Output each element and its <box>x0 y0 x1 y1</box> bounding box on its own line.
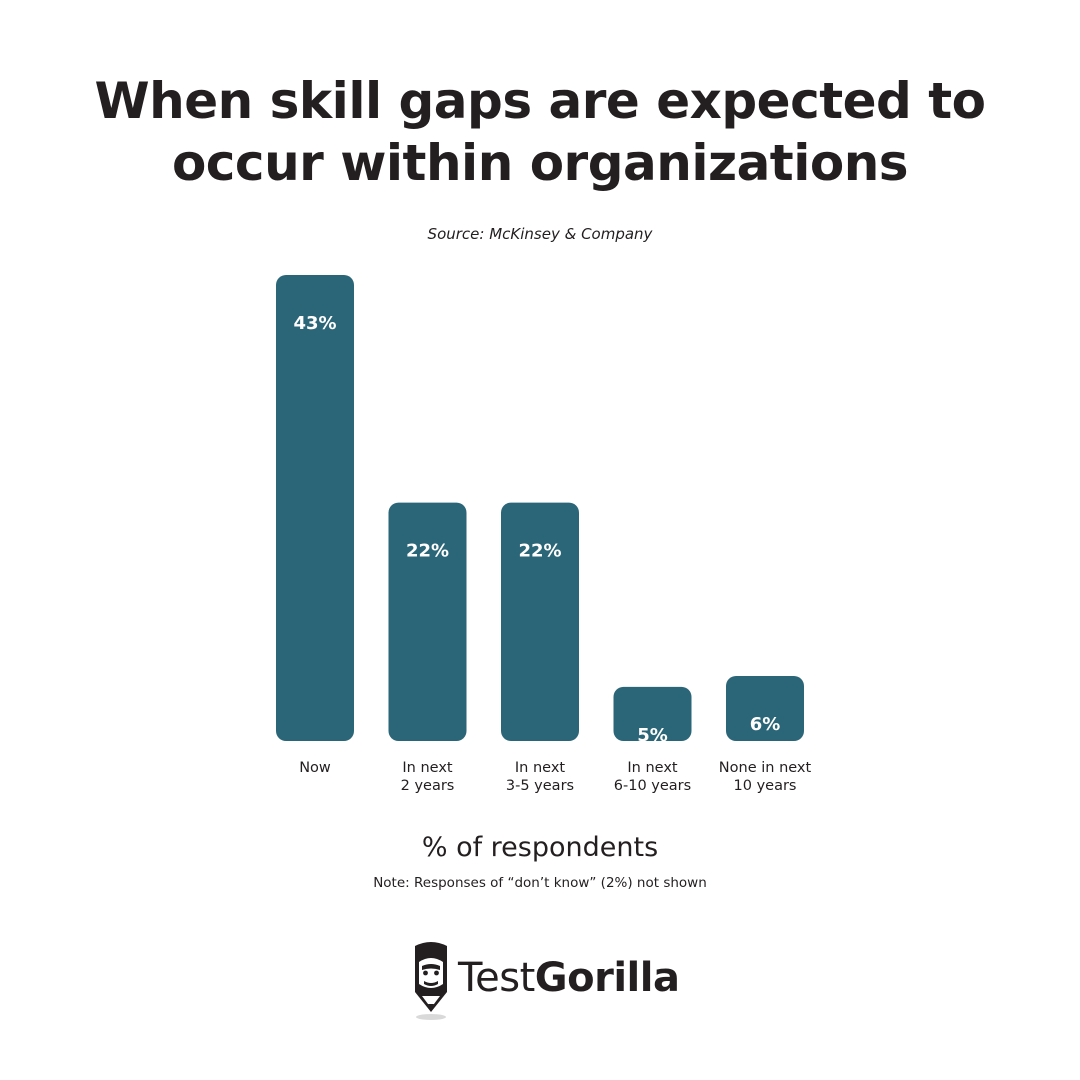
bar-value-label-now: 43% <box>293 313 336 334</box>
bar-chart: 43% Now 22% In next 2 years 22% In next 3-5 yea… <box>276 275 812 794</box>
chart-title-line-2: occur within organizations <box>171 134 909 192</box>
logo-wordmark: TestGorilla <box>458 955 680 1001</box>
bar-value-label-next-3-5-years: 22% <box>518 541 561 562</box>
bar-next-3-5-years <box>501 502 579 741</box>
bar-value-label-none-next-10-years: 6% <box>750 714 781 735</box>
category-label-next-2-years-line-1: In next <box>402 760 453 776</box>
bar-none-next-10-years <box>726 675 804 741</box>
category-label-next-2-years-line-2: 2 years <box>401 778 455 794</box>
category-label-none-next-10-years-line-2: 10 years <box>734 778 797 794</box>
bar-next-2-years <box>388 502 467 741</box>
testgorilla-logo: TestGorilla <box>408 940 680 1022</box>
chart-title-line-1: When skill gaps are expected to <box>94 72 986 130</box>
bar-now <box>276 275 354 741</box>
bar-next-6-10-years <box>613 686 692 741</box>
bar-value-label-next-2-years: 22% <box>406 541 449 562</box>
category-label-next-6-10-years-line-1: In next <box>627 760 678 776</box>
category-label-now-line-1: Now <box>299 760 331 776</box>
category-label-next-3-5-years-line-1: In next <box>515 760 566 776</box>
category-label-none-next-10-years-line-1: None in next <box>719 760 812 776</box>
logo-text-gorilla: Gorilla <box>534 955 680 1001</box>
logo-text-test: Test <box>458 955 535 1001</box>
bar-value-label-next-6-10-years: 5% <box>637 725 668 746</box>
chart-title: When skill gaps are expected to occur wi… <box>0 70 1080 194</box>
category-label-next-3-5-years-line-2: 3-5 years <box>506 778 574 794</box>
category-label-next-6-10-years-line-2: 6-10 years <box>614 778 691 794</box>
chart-source: Source: McKinsey & Company <box>427 225 653 243</box>
chart-note: Note: Responses of “don’t know” (2%) not… <box>373 875 707 891</box>
gorilla-pencil-icon <box>415 942 447 1020</box>
x-axis-label: % of respondents <box>421 832 659 863</box>
